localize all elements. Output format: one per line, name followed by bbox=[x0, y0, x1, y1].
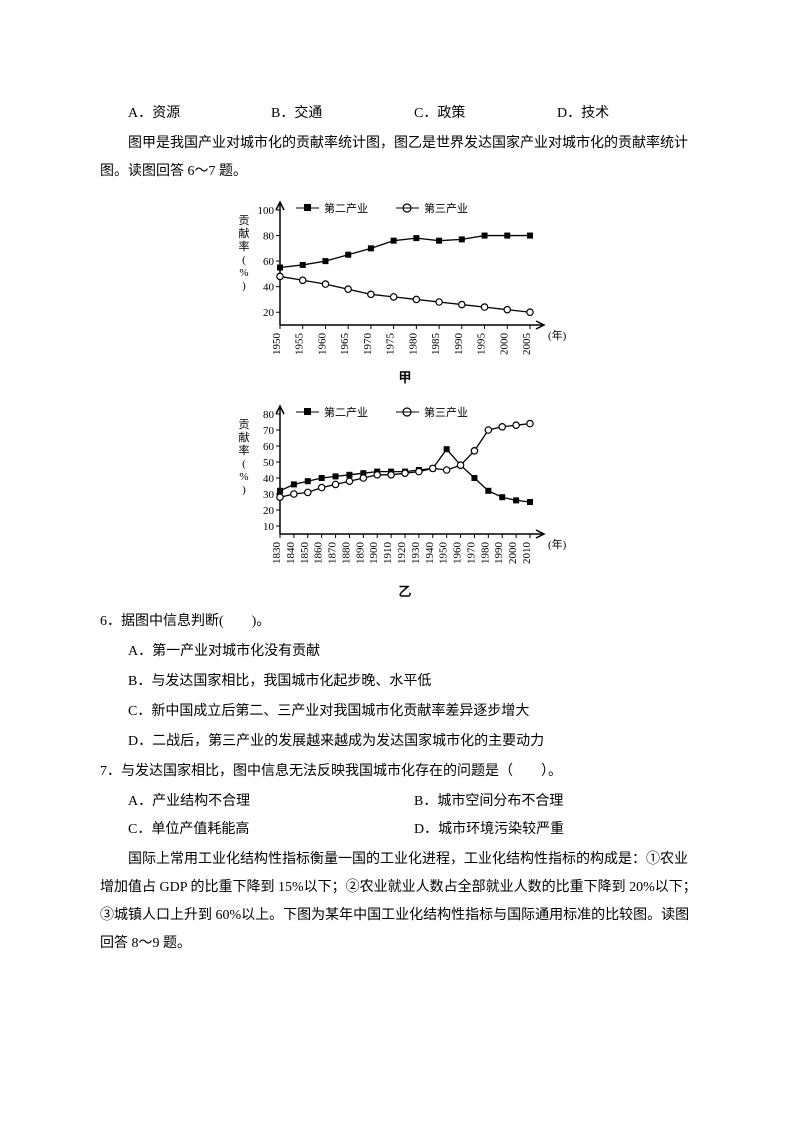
svg-text:1860: 1860 bbox=[313, 542, 325, 565]
opt-d: D．技术 bbox=[557, 100, 700, 128]
opt-a: A．资源 bbox=[128, 100, 271, 128]
svg-text:1980: 1980 bbox=[407, 333, 419, 356]
svg-text:1890: 1890 bbox=[354, 542, 366, 565]
svg-text:1950: 1950 bbox=[271, 333, 283, 356]
svg-text:1960: 1960 bbox=[316, 333, 328, 356]
svg-text:(年): (年) bbox=[548, 537, 567, 551]
svg-text:1880: 1880 bbox=[340, 542, 352, 565]
svg-text:1970: 1970 bbox=[362, 333, 374, 356]
svg-text:1975: 1975 bbox=[385, 333, 397, 356]
svg-text:1870: 1870 bbox=[327, 542, 339, 565]
chart-yi: 10 20 30 40 50 60 70 80 183018401850186018701880… bbox=[220, 394, 580, 604]
svg-text:1930: 1930 bbox=[410, 542, 422, 565]
svg-text:(年): (年) bbox=[548, 328, 567, 342]
svg-text:80: 80 bbox=[263, 231, 275, 243]
chart-jia: 20 40 60 80 100 1950 1955 1960 1965 1970 1975 1980 1… bbox=[220, 190, 580, 390]
svg-text:献: 献 bbox=[239, 430, 250, 444]
svg-text:率: 率 bbox=[239, 239, 250, 253]
svg-text:(: ( bbox=[242, 254, 246, 266]
q6-c: C．新中国成立后第二、三产业对我国城市化贡献率差异逐步增大 bbox=[128, 698, 700, 726]
svg-text:第三产业: 第三产业 bbox=[424, 201, 468, 215]
svg-text:第二产业: 第二产业 bbox=[324, 201, 368, 215]
q6-a: A．第一产业对城市化没有贡献 bbox=[128, 638, 700, 666]
svg-text:%: % bbox=[239, 471, 248, 483]
q6-b: B．与发达国家相比，我国城市化起步晚、水平低 bbox=[128, 668, 700, 696]
svg-text:100: 100 bbox=[258, 205, 275, 217]
q7-stem: 7．与发达国家相比，图中信息无法反映我国城市化存在的问题是（ ）。 bbox=[100, 758, 700, 786]
question5-options: A．资源 B．交通 C．政策 D．技术 bbox=[128, 100, 700, 128]
svg-text:1920: 1920 bbox=[396, 542, 408, 565]
svg-text:率: 率 bbox=[239, 443, 250, 457]
svg-text:70: 70 bbox=[263, 425, 275, 437]
q7-d: D．城市环境污染较严重 bbox=[414, 816, 700, 844]
q6-d: D．二战后，第三产业的发展越来越成为发达国家城市化的主要动力 bbox=[128, 728, 700, 756]
svg-text:1910: 1910 bbox=[382, 542, 394, 565]
opt-c: C．政策 bbox=[414, 100, 557, 128]
svg-text:2000: 2000 bbox=[507, 542, 519, 565]
svg-text:): ) bbox=[242, 280, 246, 292]
q7-b: B．城市空间分布不合理 bbox=[414, 788, 700, 816]
intro-67: 图甲是我国产业对城市化的贡献率统计图，图乙是世界发达国家产业对城市化的贡献率统计… bbox=[100, 130, 700, 186]
q7-c: C．单位产值耗能高 bbox=[128, 816, 414, 844]
svg-text:1950: 1950 bbox=[438, 542, 450, 565]
svg-text:1995: 1995 bbox=[476, 333, 488, 356]
svg-text:40: 40 bbox=[263, 473, 275, 485]
svg-text:1900: 1900 bbox=[368, 542, 380, 565]
svg-text:60: 60 bbox=[263, 256, 275, 268]
svg-text:2010: 2010 bbox=[521, 542, 533, 565]
svg-text:2005: 2005 bbox=[521, 333, 533, 356]
svg-text:20: 20 bbox=[263, 307, 275, 319]
svg-text:献: 献 bbox=[239, 226, 250, 240]
svg-text:1940: 1940 bbox=[424, 542, 436, 565]
svg-text:60: 60 bbox=[263, 441, 275, 453]
svg-text:1955: 1955 bbox=[294, 333, 306, 356]
svg-text:1830: 1830 bbox=[271, 542, 283, 565]
svg-text:): ) bbox=[242, 484, 246, 496]
svg-text:1965: 1965 bbox=[339, 333, 351, 356]
svg-text:1840: 1840 bbox=[285, 542, 297, 565]
svg-text:乙: 乙 bbox=[398, 584, 411, 599]
svg-text:第三产业: 第三产业 bbox=[424, 405, 468, 419]
svg-text:30: 30 bbox=[263, 489, 275, 501]
svg-text:1850: 1850 bbox=[299, 542, 311, 565]
svg-text:(: ( bbox=[242, 458, 246, 470]
svg-text:1985: 1985 bbox=[430, 333, 442, 356]
svg-text:贡: 贡 bbox=[239, 419, 250, 431]
svg-text:1980: 1980 bbox=[479, 542, 491, 565]
svg-text:40: 40 bbox=[263, 282, 275, 294]
q7-a: A．产业结构不合理 bbox=[128, 788, 414, 816]
intro-89: 国际上常用工业化结构性指标衡量一国的工业化进程，工业化结构性指标的构成是：①农业… bbox=[100, 846, 700, 958]
svg-text:50: 50 bbox=[263, 457, 275, 469]
svg-text:1990: 1990 bbox=[493, 542, 505, 565]
opt-b: B．交通 bbox=[271, 100, 414, 128]
svg-text:第二产业: 第二产业 bbox=[324, 405, 368, 419]
q6-stem: 6．据图中信息判断( )。 bbox=[100, 608, 700, 636]
svg-text:1990: 1990 bbox=[453, 333, 465, 356]
svg-text:80: 80 bbox=[263, 409, 275, 421]
svg-text:1960: 1960 bbox=[452, 542, 464, 565]
svg-text:1970: 1970 bbox=[465, 542, 477, 565]
svg-text:%: % bbox=[239, 267, 248, 279]
svg-text:甲: 甲 bbox=[398, 370, 411, 385]
svg-text:20: 20 bbox=[263, 505, 275, 517]
svg-text:贡: 贡 bbox=[239, 215, 250, 227]
svg-text:2000: 2000 bbox=[498, 333, 510, 356]
svg-text:10: 10 bbox=[263, 521, 275, 533]
